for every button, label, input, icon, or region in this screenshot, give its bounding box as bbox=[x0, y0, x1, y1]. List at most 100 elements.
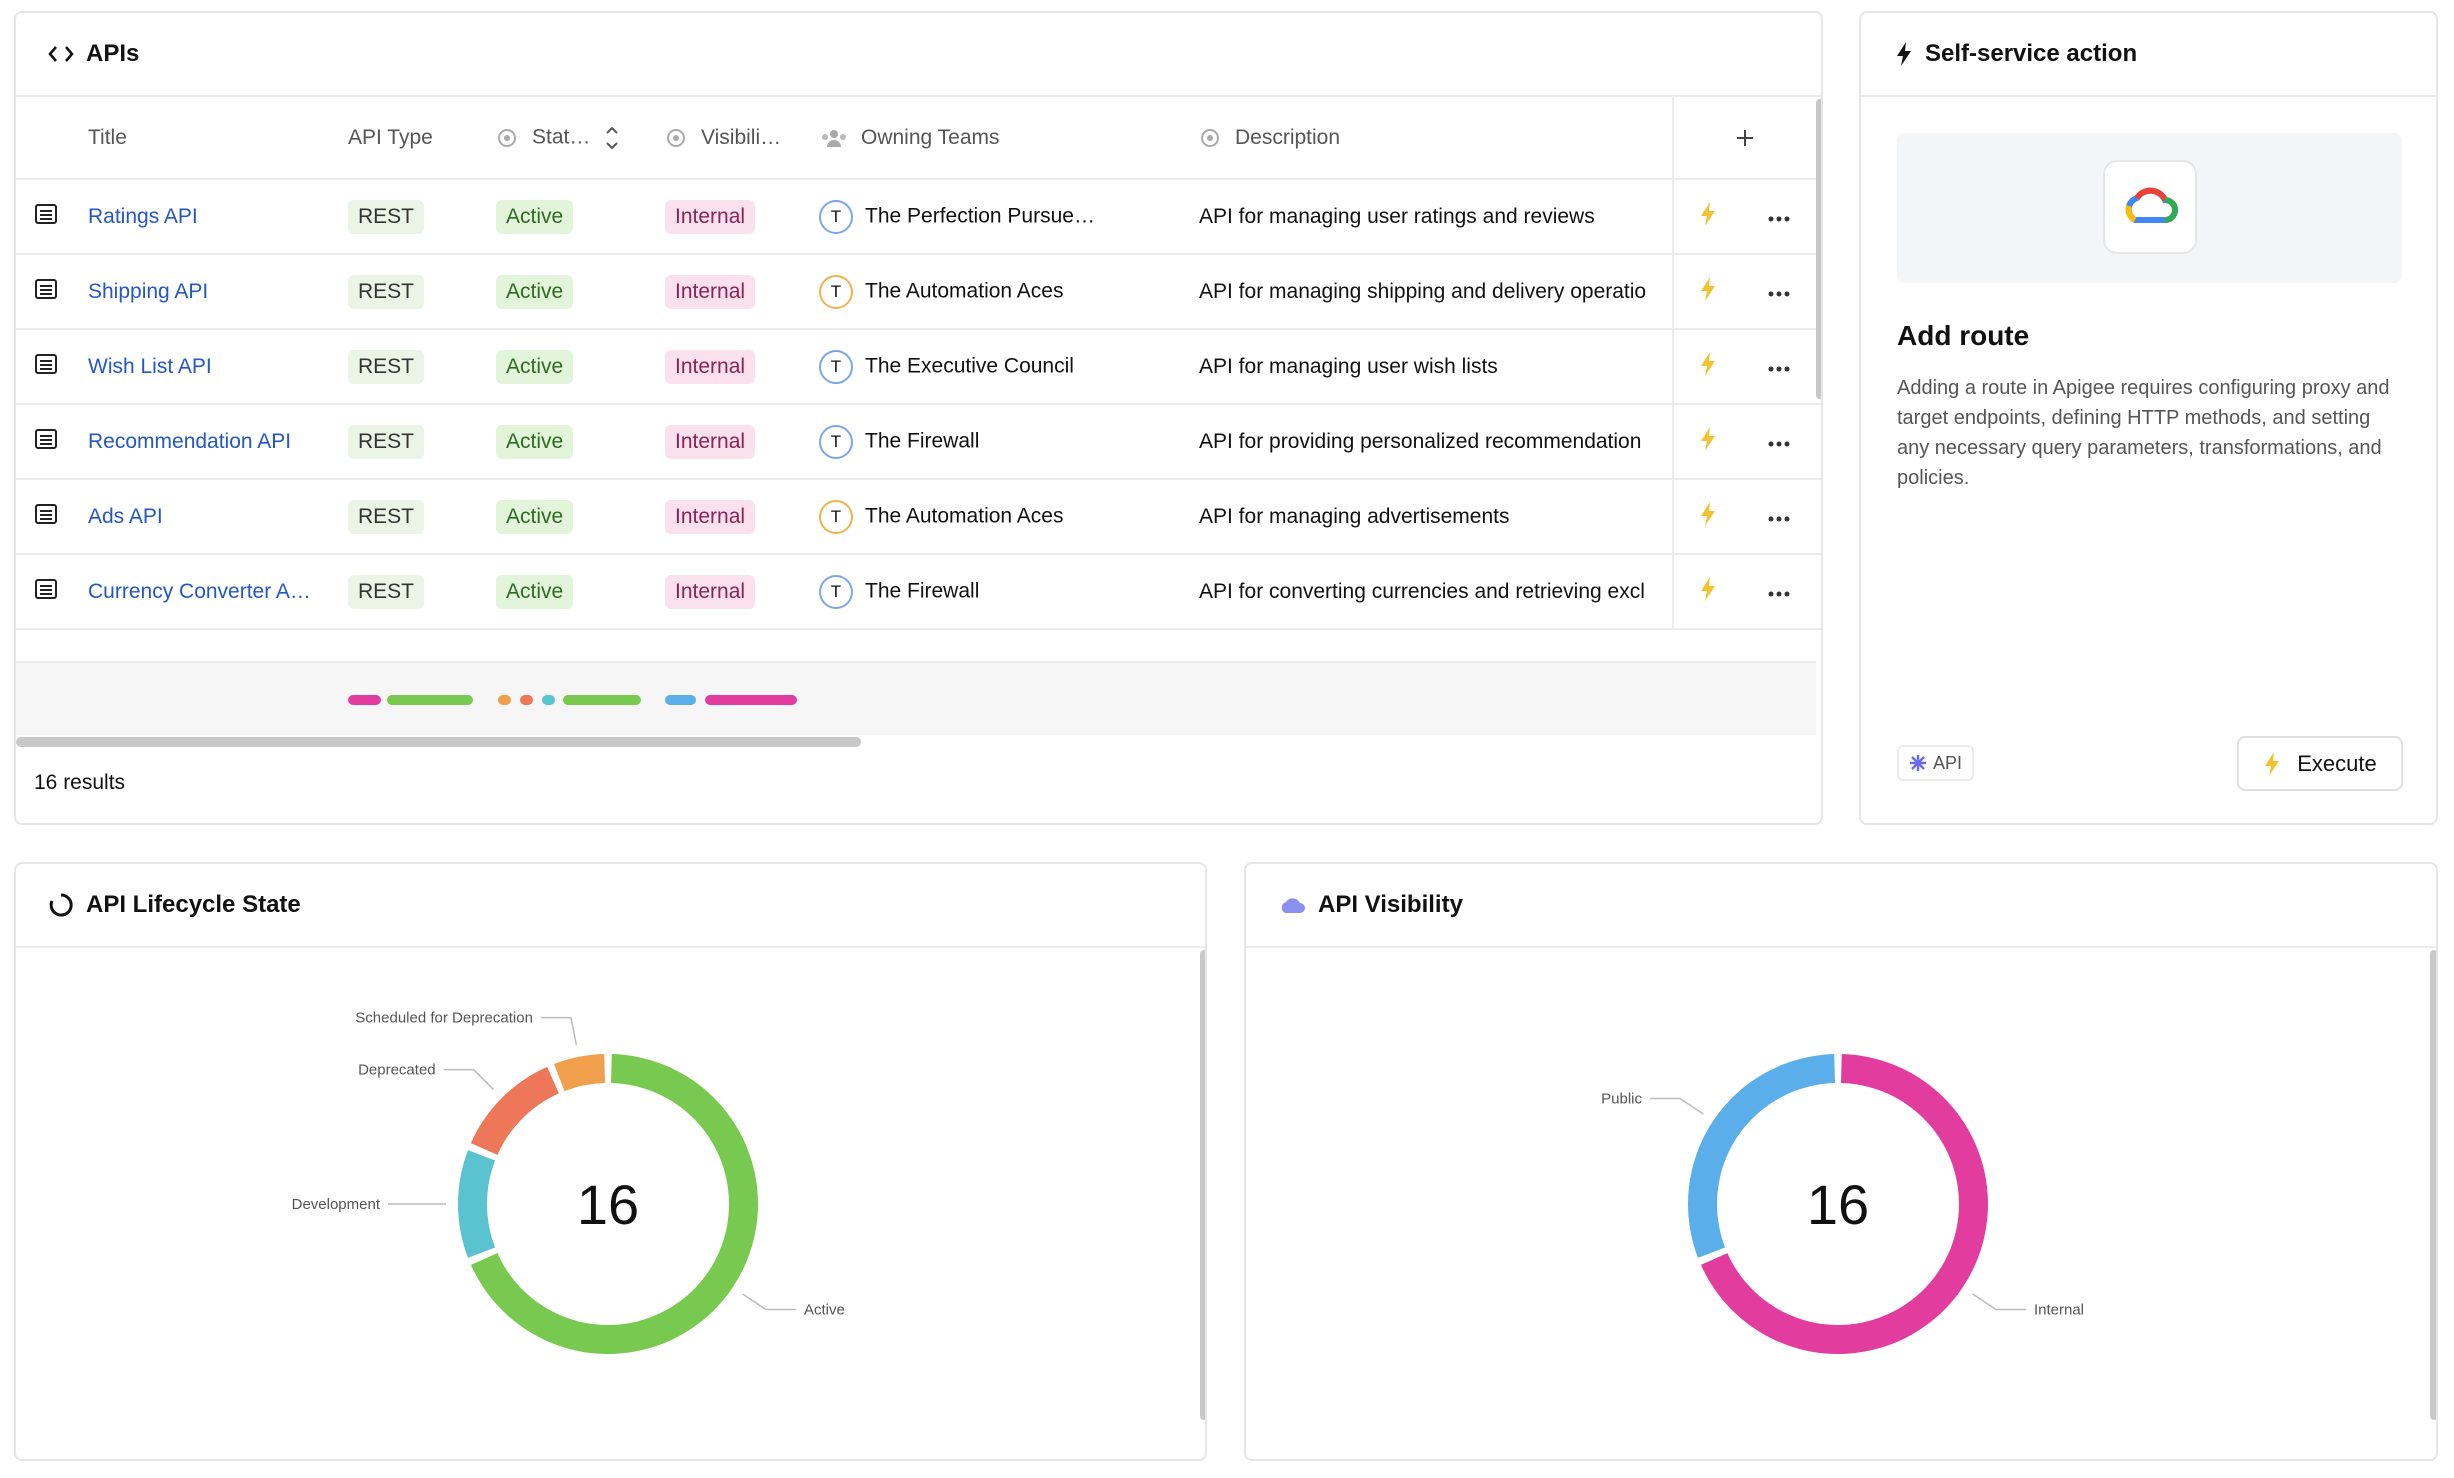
title-cell: Recommendation API bbox=[88, 430, 348, 454]
panel-title: Self-service action bbox=[1925, 40, 2137, 68]
logo-box bbox=[2103, 160, 2197, 254]
status-cell: Active bbox=[496, 500, 665, 534]
api-link[interactable]: Ratings API bbox=[88, 205, 198, 228]
column-header[interactable]: Visibili… bbox=[665, 126, 819, 150]
team-name: The Firewall bbox=[865, 429, 979, 452]
api-link[interactable]: Wish List API bbox=[88, 355, 212, 378]
run-action[interactable] bbox=[1699, 351, 1717, 383]
more-menu[interactable] bbox=[1767, 205, 1791, 229]
team-name: The Executive Council bbox=[865, 354, 1074, 377]
v-scrollbar[interactable] bbox=[1200, 950, 1207, 1420]
run-action[interactable] bbox=[1699, 276, 1717, 308]
action-banner bbox=[1897, 133, 2402, 283]
visibility-cell: Internal bbox=[665, 275, 819, 309]
visibility-badge: Internal bbox=[665, 350, 755, 384]
description-cell: API for providing personalized recommend… bbox=[1199, 430, 1672, 454]
execute-button[interactable]: Execute bbox=[2237, 736, 2403, 791]
column-label: Description bbox=[1235, 126, 1340, 149]
h-scrollbar[interactable] bbox=[16, 737, 861, 747]
lifecycle-icon bbox=[48, 892, 74, 918]
status-cell: Active bbox=[496, 350, 665, 384]
more-menu[interactable] bbox=[1767, 430, 1791, 454]
column-label: API Type bbox=[348, 126, 433, 149]
type-cell: REST bbox=[348, 575, 496, 609]
api-link[interactable]: Currency Converter A… bbox=[88, 580, 311, 603]
description: API for converting currencies and retrie… bbox=[1199, 580, 1645, 603]
run-action[interactable] bbox=[1699, 501, 1717, 533]
center-total: 16 bbox=[577, 1173, 639, 1236]
row-icon bbox=[16, 203, 88, 231]
tag-icon bbox=[1909, 754, 1927, 772]
chart-panel: API Lifecycle State ActiveDevelopmentDep… bbox=[14, 862, 1207, 1461]
type-cell: REST bbox=[348, 500, 496, 534]
column-header[interactable]: API Type bbox=[348, 126, 496, 150]
team-cell: TThe Firewall bbox=[819, 575, 1199, 609]
description-cell: API for managing shipping and delivery o… bbox=[1199, 280, 1672, 304]
team-cell: T The Perfection Pursue… bbox=[819, 200, 1199, 234]
add-column-button[interactable] bbox=[1672, 97, 1816, 178]
api-link[interactable]: Shipping API bbox=[88, 280, 208, 303]
cloud-logo bbox=[2105, 162, 2195, 252]
team-avatar: T bbox=[819, 200, 853, 234]
visibility-badge: Internal bbox=[665, 200, 755, 234]
summary-strip bbox=[16, 661, 1816, 735]
visibility-badge: Internal bbox=[665, 575, 755, 609]
leader-line bbox=[1650, 1098, 1703, 1114]
run-action[interactable] bbox=[1699, 576, 1717, 608]
donut-chart: ActiveDevelopmentDeprecatedScheduled for… bbox=[16, 948, 1207, 1460]
team-name: The Firewall bbox=[865, 579, 979, 602]
team-name: The Automation Aces bbox=[865, 504, 1063, 527]
column-header[interactable]: Title bbox=[88, 126, 348, 150]
status-cell: Active bbox=[496, 425, 665, 459]
status-badge: Active bbox=[496, 575, 573, 609]
visibility-badge: Internal bbox=[665, 425, 755, 459]
description-cell: API for managing user ratings and review… bbox=[1199, 205, 1672, 229]
more-menu[interactable] bbox=[1767, 280, 1791, 304]
table-header: TitleAPI Type Stat… Visibili… Owning Teams D… bbox=[16, 97, 1821, 180]
type-badge: REST bbox=[348, 200, 424, 234]
column-header[interactable]: Description bbox=[1199, 126, 1672, 150]
leader-line bbox=[444, 1070, 494, 1090]
column-header[interactable]: Owning Teams bbox=[819, 126, 1199, 150]
tag-label: API bbox=[1933, 753, 1962, 774]
table-row: Ratings APIRESTActiveInternalTThe Perfec… bbox=[16, 180, 1821, 255]
donut-slice bbox=[554, 1054, 605, 1091]
slice-label: Internal bbox=[2034, 1302, 2084, 1319]
type-cell: REST bbox=[348, 275, 496, 309]
v-scrollbar[interactable] bbox=[2430, 950, 2438, 1420]
action-panel: Self-service action Add route Adding a r… bbox=[1859, 11, 2438, 825]
leader-line bbox=[1973, 1294, 2026, 1310]
run-action[interactable] bbox=[1699, 201, 1717, 233]
slice-label: Deprecated bbox=[358, 1062, 436, 1079]
title-cell: Ads API bbox=[88, 505, 348, 529]
row-actions bbox=[1672, 255, 1816, 328]
bolt-icon bbox=[1895, 41, 1913, 67]
description: API for managing user wish lists bbox=[1199, 355, 1498, 378]
v-scrollbar[interactable] bbox=[1816, 99, 1823, 399]
row-icon bbox=[16, 428, 88, 456]
description: API for providing personalized recommend… bbox=[1199, 430, 1641, 453]
more-menu[interactable] bbox=[1767, 355, 1791, 379]
column-label: Visibili… bbox=[701, 126, 781, 149]
team-cell: TThe Automation Aces bbox=[819, 275, 1199, 309]
visibility-badge: Internal bbox=[665, 500, 755, 534]
run-action[interactable] bbox=[1699, 426, 1717, 458]
status-cell: Active bbox=[496, 275, 665, 309]
api-link[interactable]: Recommendation API bbox=[88, 430, 291, 453]
column-header[interactable]: Stat… bbox=[496, 125, 665, 151]
type-cell: REST bbox=[348, 350, 496, 384]
panel-header: APIs bbox=[16, 13, 1821, 97]
type-badge: REST bbox=[348, 425, 424, 459]
visibility-cell: Internal bbox=[665, 575, 819, 609]
cloud-icon bbox=[1278, 894, 1306, 916]
more-menu[interactable] bbox=[1767, 505, 1791, 529]
status-badge: Active bbox=[496, 500, 573, 534]
row-icon bbox=[16, 503, 88, 531]
team-cell: TThe Executive Council bbox=[819, 350, 1199, 384]
api-link[interactable]: Ads API bbox=[88, 505, 163, 528]
type-cell: REST bbox=[348, 200, 496, 234]
team-name: The Perfection Pursue… bbox=[865, 204, 1095, 227]
center-total: 16 bbox=[1807, 1173, 1869, 1236]
more-menu[interactable] bbox=[1767, 580, 1791, 604]
